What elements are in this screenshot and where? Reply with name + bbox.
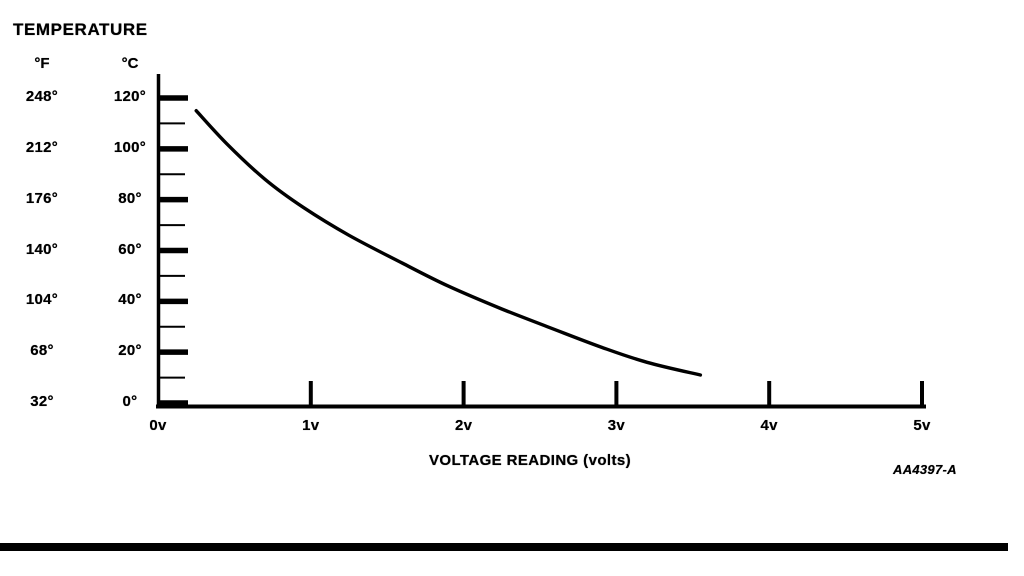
x-tick-label: 3v (607, 417, 626, 434)
temperature-voltage-curve (194, 109, 703, 377)
y-tick-label-celsius: 100° (113, 138, 147, 156)
x-tick-label: 5v (913, 417, 931, 434)
page-divider-rule (0, 543, 1008, 551)
x-tick-label: 0v (149, 417, 167, 434)
y-tick-label-celsius: 40° (118, 291, 142, 309)
x-tick-label: 1v (302, 417, 320, 434)
y-tick-label-fahrenheit: 212° (25, 138, 59, 156)
y-tick-label-celsius: 20° (118, 342, 142, 360)
fahrenheit-axis-header: °F (34, 55, 50, 72)
y-tick-label-fahrenheit: 140° (25, 240, 59, 258)
y-tick-label-fahrenheit: 248° (25, 88, 59, 105)
y-tick-label-fahrenheit: 32° (30, 393, 54, 410)
y-tick-label-fahrenheit: 104° (25, 291, 59, 309)
x-axis-title: VOLTAGE READING (volts) (429, 452, 631, 469)
y-tick-label-fahrenheit: 68° (30, 342, 54, 360)
x-tick-label: 2v (454, 417, 473, 434)
y-tick-label-celsius: 60° (118, 240, 142, 258)
celsius-axis-header: °C (121, 55, 139, 72)
chart-title: TEMPERATURE (13, 20, 148, 39)
x-tick-label: 4v (760, 417, 778, 434)
y-tick-label-celsius: 0° (122, 393, 138, 410)
y-tick-label-fahrenheit: 176° (25, 189, 59, 207)
y-tick-label-celsius: 80° (118, 189, 142, 207)
figure-code: AA4397-A (893, 462, 957, 477)
y-tick-label-celsius: 120° (113, 88, 147, 105)
